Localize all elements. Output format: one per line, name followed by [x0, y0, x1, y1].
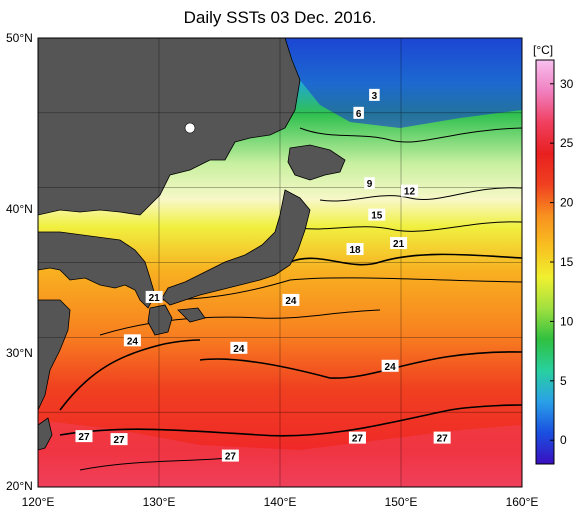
contour-label-box	[282, 293, 300, 306]
contour-label-text: 27	[225, 452, 237, 463]
colorbar-tick-label: 5	[560, 374, 567, 388]
contour-label: 24	[381, 359, 399, 373]
contour-label-box	[433, 431, 451, 444]
contour-label-box	[348, 431, 366, 444]
colorbar-tick-label: 30	[560, 77, 574, 91]
china-east-coast	[38, 299, 71, 411]
contour-label-text: 24	[233, 344, 245, 355]
kyushu	[147, 304, 173, 336]
colorbar-ticks: 30 25 20 15 10 5 0	[550, 77, 574, 447]
contour-label-text: 9	[367, 179, 373, 190]
colorbar-tick-label: 15	[560, 255, 574, 269]
contour-label: 15	[368, 208, 386, 222]
lon-label: 120°E	[22, 495, 55, 509]
colorbar-tick-label: 20	[560, 196, 574, 210]
land	[38, 38, 346, 451]
contour-label: 24	[230, 341, 248, 355]
contour-label-text: 15	[371, 211, 383, 222]
map-area: 36 9 12 15 18 21 21 24 24 24 24 27 27 27 27 27	[38, 38, 522, 487]
colorbar: [°C] 30 25 20 15 10 5 0	[533, 43, 574, 465]
contour-label: 27	[221, 449, 239, 463]
map-title: Daily SSTs 03 Dec. 2016.	[183, 8, 377, 27]
contour-label-text: 24	[127, 336, 139, 347]
isotherm-15	[299, 221, 522, 232]
contour-label-box	[75, 430, 93, 443]
contour-label: 24	[282, 293, 300, 307]
lat-label: 30°N	[6, 346, 33, 360]
contour-label-box	[364, 177, 375, 190]
colorbar-unit: [°C]	[533, 43, 553, 57]
contour-label: 21	[145, 290, 163, 304]
lon-label: 130°E	[143, 495, 176, 509]
map-frame	[37, 37, 523, 488]
graticule	[38, 38, 522, 487]
contour-label-box	[369, 88, 380, 101]
contour-label-text: 21	[393, 239, 405, 250]
contour-label-text: 6	[356, 109, 362, 120]
isotherm-27	[59, 404, 522, 437]
contour-label: 6	[353, 106, 364, 120]
contour-label: 3	[369, 88, 380, 102]
contour-label-box	[353, 106, 364, 119]
lon-label: 140°E	[264, 495, 297, 509]
contour-label-box	[145, 290, 163, 303]
isotherm-9	[319, 187, 522, 202]
lat-label: 40°N	[6, 202, 33, 216]
contour-label-text: 27	[352, 434, 364, 445]
isotherm-27-south	[79, 457, 231, 471]
contour-label-text: 12	[404, 187, 416, 198]
lat-label: 20°N	[6, 479, 33, 493]
contour-label-text: 3	[372, 91, 378, 102]
contour-label: 27	[110, 433, 128, 446]
contour-labels: 36 9 12 15 18 21 21 24 24 24 24 27 27 27 27 27	[75, 88, 451, 463]
isotherm-24-west	[59, 339, 201, 411]
lake-icon	[184, 122, 196, 134]
contour-label-box	[400, 184, 418, 197]
contour-label-text: 27	[78, 432, 90, 443]
contour-label-box	[390, 237, 408, 250]
contour-label-text: 27	[437, 434, 449, 445]
contour-label: 27	[433, 431, 451, 445]
contour-label-box	[230, 341, 248, 354]
korea-china-coast	[38, 231, 156, 309]
lon-label: 150°E	[385, 495, 418, 509]
contour-label-text: 27	[114, 435, 126, 446]
contour-label: 27	[348, 431, 366, 445]
colorbar-tick-label: 0	[560, 433, 567, 447]
hokkaido	[287, 144, 346, 181]
isotherms	[59, 127, 522, 471]
honshu	[161, 189, 311, 306]
mainland-north	[38, 38, 301, 216]
taiwan	[38, 417, 53, 451]
contour-label-text: 24	[385, 362, 397, 373]
contour-label: 18	[346, 243, 364, 256]
contour-label-box	[221, 449, 239, 462]
contour-label: 12	[400, 184, 418, 198]
isotherm-22	[99, 309, 381, 336]
contour-label-text: 21	[149, 293, 161, 304]
lat-label: 50°N	[6, 31, 33, 45]
shikoku	[177, 307, 206, 323]
contour-label-box	[368, 208, 386, 221]
contour-label-text: 24	[285, 296, 297, 307]
contour-label-box	[346, 243, 364, 256]
colorbar-tick-label: 25	[560, 136, 574, 150]
isotherm-6	[299, 127, 522, 143]
contour-label-text: 18	[349, 245, 361, 256]
isotherm-24-east	[199, 351, 522, 379]
contour-label-box	[123, 334, 141, 347]
isotherm-21	[159, 277, 522, 301]
contour-label: 9	[364, 177, 375, 190]
contour-label-box	[110, 433, 128, 446]
isotherm-18	[289, 253, 522, 266]
contour-label: 21	[390, 237, 408, 250]
cold-patch	[285, 38, 522, 128]
contour-label: 24	[123, 334, 141, 347]
contour-label-box	[381, 359, 399, 372]
colorbar-tick-label: 10	[560, 314, 574, 328]
lon-label: 160°E	[506, 495, 539, 509]
contour-label: 27	[75, 430, 93, 443]
